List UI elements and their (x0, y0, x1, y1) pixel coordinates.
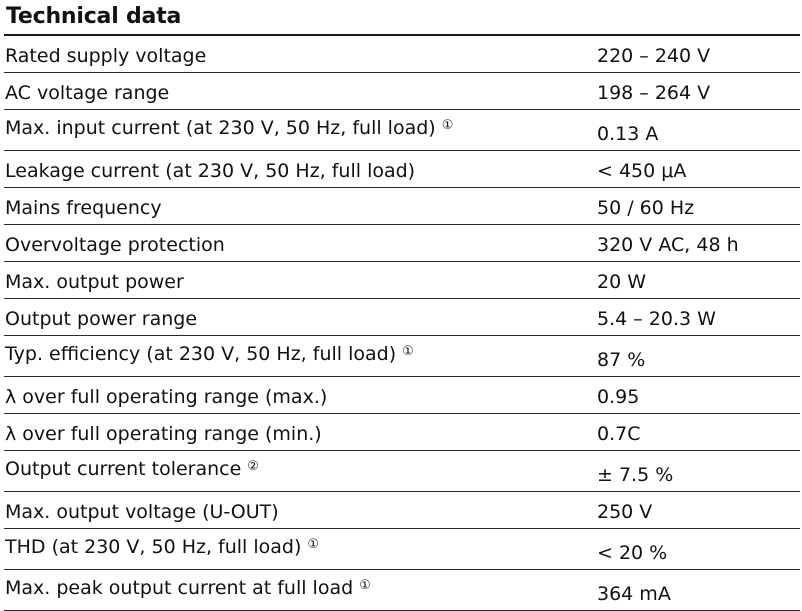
parameter-value: 320 V AC, 48 h (597, 234, 739, 256)
table-row: Typ. efficiency (at 230 V, 50 Hz, full l… (4, 336, 800, 377)
parameter-label: λ over full operating range (max.) (5, 386, 328, 408)
table-row: Mains frequency 50 / 60 Hz (4, 188, 800, 225)
parameter-value: 364 mA (597, 583, 671, 605)
parameter-label: Overvoltage protection (5, 234, 225, 256)
technical-data-table: Rated supply voltage 220 – 240 V AC volt… (4, 36, 800, 611)
parameter-label: Max. peak output current at full load (5, 577, 354, 599)
table-row: Max. output power 20 W (4, 262, 800, 299)
parameter-label: AC voltage range (5, 82, 170, 104)
parameter-value: 20 W (597, 271, 647, 293)
footnote-marker: ① (402, 344, 414, 359)
parameter-value: 87 % (597, 349, 646, 371)
table-row: Rated supply voltage 220 – 240 V (4, 36, 800, 73)
parameter-cell: Typ. efficiency (at 230 V, 50 Hz, full l… (5, 336, 414, 366)
parameter-label: Output power range (5, 308, 198, 330)
parameter-label: Output current tolerance (5, 458, 242, 480)
parameter-value: 50 / 60 Hz (597, 197, 695, 219)
table-row: Output power range 5.4 – 20.3 W (4, 299, 800, 336)
parameter-value: < 450 μA (597, 160, 687, 182)
table-row: AC voltage range 198 – 264 V (4, 73, 800, 110)
parameter-label: Max. input current (at 230 V, 50 Hz, ful… (5, 117, 436, 139)
table-row: λ over full operating range (min.) 0.7C (4, 414, 800, 451)
footnote-marker: ① (307, 537, 320, 552)
parameter-cell: Max. input current (at 230 V, 50 Hz, ful… (5, 110, 453, 140)
table-row: THD (at 230 V, 50 Hz, full load) ① < 20 % (4, 529, 800, 570)
parameter-label: λ over full operating range (min.) (5, 423, 322, 445)
table-row: Max. output voltage (U-OUT) 250 V (4, 492, 800, 529)
parameter-value: 198 – 264 V (597, 82, 711, 104)
parameter-label: Rated supply voltage (5, 45, 207, 67)
table-row: Leakage current (at 230 V, 50 Hz, full l… (4, 151, 800, 188)
parameter-label: Typ. efficiency (at 230 V, 50 Hz, full l… (5, 343, 397, 365)
table-row: λ over full operating range (max.) 0.95 (4, 377, 800, 414)
table-row: Max. input current (at 230 V, 50 Hz, ful… (4, 110, 800, 151)
parameter-label: THD (at 230 V, 50 Hz, full load) (5, 536, 302, 558)
footnote-marker: ① (441, 118, 454, 133)
parameter-value: 0.7C (597, 423, 641, 445)
parameter-value: 0.95 (597, 386, 640, 408)
parameter-label: Mains frequency (5, 197, 162, 219)
parameter-cell: THD (at 230 V, 50 Hz, full load) ① (5, 529, 319, 559)
parameter-label: Leakage current (at 230 V, 50 Hz, full l… (5, 160, 416, 182)
parameter-value: 250 V (597, 501, 653, 523)
footnote-marker: ① (359, 578, 371, 593)
parameter-value: < 20 % (597, 542, 668, 564)
footnote-marker: ② (247, 459, 259, 474)
parameter-label: Max. output voltage (U-OUT) (5, 501, 279, 523)
table-row: Max. peak output current at full load ① 3… (4, 570, 800, 611)
parameter-label: Max. output power (5, 271, 184, 293)
parameter-cell: Max. peak output current at full load ① (5, 570, 371, 600)
title-underline (4, 34, 800, 36)
parameter-value: ± 7.5 % (597, 464, 674, 486)
table-row: Overvoltage protection 320 V AC, 48 h (4, 225, 800, 262)
section-title: Technical data (6, 4, 182, 29)
parameter-value: 5.4 – 20.3 W (597, 308, 716, 330)
parameter-value: 0.13 A (597, 123, 659, 145)
table-row: Output current tolerance ② ± 7.5 % (4, 451, 800, 492)
parameter-cell: Output current tolerance ② (5, 451, 259, 481)
parameter-value: 220 – 240 V (597, 45, 711, 67)
